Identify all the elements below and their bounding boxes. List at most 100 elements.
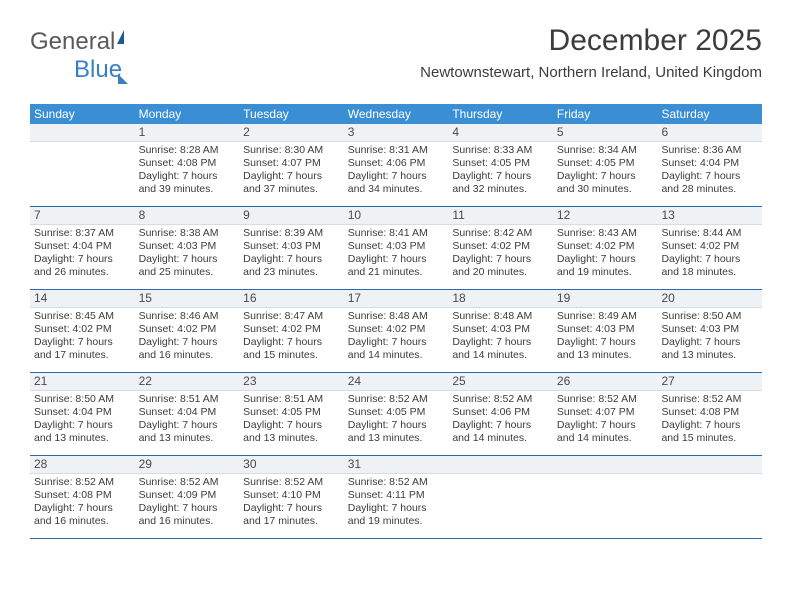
day-detail: Sunrise: 8:52 AMSunset: 4:10 PMDaylight:… <box>239 474 344 535</box>
sunset: Sunset: 4:02 PM <box>34 323 131 336</box>
sunset: Sunset: 4:04 PM <box>34 240 131 253</box>
day-number: 16 <box>239 290 344 308</box>
daylight: Daylight: 7 hours and 23 minutes. <box>243 253 340 279</box>
day-cell: 2Sunrise: 8:30 AMSunset: 4:07 PMDaylight… <box>239 124 344 206</box>
sunset: Sunset: 4:08 PM <box>139 157 236 170</box>
sunset: Sunset: 4:05 PM <box>452 157 549 170</box>
daylight: Daylight: 7 hours and 16 minutes. <box>34 502 131 528</box>
day-number: 27 <box>657 373 762 391</box>
day-detail: Sunrise: 8:44 AMSunset: 4:02 PMDaylight:… <box>657 225 762 286</box>
sunset: Sunset: 4:02 PM <box>348 323 445 336</box>
sunset: Sunset: 4:02 PM <box>452 240 549 253</box>
sunset: Sunset: 4:10 PM <box>243 489 340 502</box>
day-cell: 14Sunrise: 8:45 AMSunset: 4:02 PMDayligh… <box>30 290 135 372</box>
day-number: 7 <box>30 207 135 225</box>
sunrise: Sunrise: 8:52 AM <box>661 393 758 406</box>
day-cell: 28 Sunrise: 8:52 AMSunset: 4:08 PMDayligh… <box>30 456 135 538</box>
daylight: Daylight: 7 hours and 15 minutes. <box>243 336 340 362</box>
sunset: Sunset: 4:08 PM <box>34 489 131 502</box>
sunrise: Sunrise: 8:52 AM <box>34 476 131 489</box>
day-number: 17 <box>344 290 449 308</box>
sunset: Sunset: 4:11 PM <box>348 489 445 502</box>
sunset: Sunset: 4:03 PM <box>661 323 758 336</box>
sunrise: Sunrise: 8:50 AM <box>661 310 758 323</box>
day-cell: 22Sunrise: 8:51 AMSunset: 4:04 PMDayligh… <box>135 373 240 455</box>
day-detail: Sunrise: 8:30 AMSunset: 4:07 PMDaylight:… <box>239 142 344 203</box>
calendar: Sunday Monday Tuesday Wednesday Thursday… <box>30 104 762 539</box>
sunrise: Sunrise: 8:44 AM <box>661 227 758 240</box>
day-cell: 10Sunrise: 8:41 AMSunset: 4:03 PMDayligh… <box>344 207 449 289</box>
day-number <box>657 456 762 474</box>
sunset: Sunset: 4:09 PM <box>139 489 236 502</box>
day-cell: 1Sunrise: 8:28 AMSunset: 4:08 PMDaylight… <box>135 124 240 206</box>
day-detail: Sunrise: 8:47 AMSunset: 4:02 PMDaylight:… <box>239 308 344 369</box>
week-row: 1Sunrise: 8:28 AMSunset: 4:08 PMDaylight… <box>30 124 762 207</box>
day-cell: 18Sunrise: 8:48 AMSunset: 4:03 PMDayligh… <box>448 290 553 372</box>
day-number: 28 <box>30 456 135 474</box>
day-detail: Sunrise: 8:39 AMSunset: 4:03 PMDaylight:… <box>239 225 344 286</box>
daylight: Daylight: 7 hours and 17 minutes. <box>34 336 131 362</box>
daylight: Daylight: 7 hours and 13 minutes. <box>557 336 654 362</box>
location: Newtownstewart, Northern Ireland, United… <box>420 64 762 81</box>
day-number: 23 <box>239 373 344 391</box>
day-detail: Sunrise: 8:52 AMSunset: 4:07 PMDaylight:… <box>553 391 658 452</box>
day-detail: Sunrise: 8:52 AMSunset: 4:09 PMDaylight:… <box>135 474 240 535</box>
sunset: Sunset: 4:06 PM <box>452 406 549 419</box>
day-number: 13 <box>657 207 762 225</box>
day-number: 26 <box>553 373 658 391</box>
day-detail: Sunrise: 8:52 AMSunset: 4:06 PMDaylight:… <box>448 391 553 452</box>
day-detail: Sunrise: 8:42 AMSunset: 4:02 PMDaylight:… <box>448 225 553 286</box>
sunset: Sunset: 4:05 PM <box>557 157 654 170</box>
month-title: December 2025 <box>420 24 762 58</box>
sunset: Sunset: 4:02 PM <box>661 240 758 253</box>
day-cell <box>553 456 658 538</box>
day-detail: Sunrise: 8:50 AMSunset: 4:04 PMDaylight:… <box>30 391 135 452</box>
day-detail: Sunrise: 8:52 AMSunset: 4:08 PMDaylight:… <box>657 391 762 452</box>
sunrise: Sunrise: 8:52 AM <box>452 393 549 406</box>
day-header: Monday <box>135 104 240 124</box>
sunrise: Sunrise: 8:30 AM <box>243 144 340 157</box>
daylight: Daylight: 7 hours and 16 minutes. <box>139 502 236 528</box>
day-detail: Sunrise: 8:43 AMSunset: 4:02 PMDaylight:… <box>553 225 658 286</box>
day-cell: 13Sunrise: 8:44 AMSunset: 4:02 PMDayligh… <box>657 207 762 289</box>
logo-text-2: Blue <box>74 56 122 83</box>
daylight: Daylight: 7 hours and 17 minutes. <box>243 502 340 528</box>
sunrise: Sunrise: 8:41 AM <box>348 227 445 240</box>
daylight: Daylight: 7 hours and 14 minutes. <box>452 336 549 362</box>
day-detail: Sunrise: 8:48 AMSunset: 4:02 PMDaylight:… <box>344 308 449 369</box>
sunrise: Sunrise: 8:42 AM <box>452 227 549 240</box>
sunrise: Sunrise: 8:34 AM <box>557 144 654 157</box>
day-cell: 31Sunrise: 8:52 AMSunset: 4:11 PMDayligh… <box>344 456 449 538</box>
sunrise: Sunrise: 8:50 AM <box>34 393 131 406</box>
sunset: Sunset: 4:05 PM <box>348 406 445 419</box>
day-number: 11 <box>448 207 553 225</box>
day-cell: 29Sunrise: 8:52 AMSunset: 4:09 PMDayligh… <box>135 456 240 538</box>
sunset: Sunset: 4:05 PM <box>243 406 340 419</box>
day-detail: Sunrise: 8:51 AMSunset: 4:05 PMDaylight:… <box>239 391 344 452</box>
sunrise: Sunrise: 8:37 AM <box>34 227 131 240</box>
sunrise: Sunrise: 8:28 AM <box>139 144 236 157</box>
day-detail: Sunrise: 8:52 AMSunset: 4:11 PMDaylight:… <box>344 474 449 535</box>
day-number: 5 <box>553 124 658 142</box>
day-detail: Sunrise: 8:31 AMSunset: 4:06 PMDaylight:… <box>344 142 449 203</box>
daylight: Daylight: 7 hours and 14 minutes. <box>557 419 654 445</box>
daylight: Daylight: 7 hours and 19 minutes. <box>348 502 445 528</box>
day-number: 29 <box>135 456 240 474</box>
day-number: 9 <box>239 207 344 225</box>
sunrise: Sunrise: 8:52 AM <box>348 393 445 406</box>
sunset: Sunset: 4:06 PM <box>348 157 445 170</box>
sunrise: Sunrise: 8:51 AM <box>243 393 340 406</box>
sunrise: Sunrise: 8:48 AM <box>348 310 445 323</box>
sunrise: Sunrise: 8:48 AM <box>452 310 549 323</box>
sunset: Sunset: 4:03 PM <box>243 240 340 253</box>
day-cell: 27Sunrise: 8:52 AMSunset: 4:08 PMDayligh… <box>657 373 762 455</box>
day-cell: 30Sunrise: 8:52 AMSunset: 4:10 PMDayligh… <box>239 456 344 538</box>
sunrise: Sunrise: 8:52 AM <box>243 476 340 489</box>
sunrise: Sunrise: 8:46 AM <box>139 310 236 323</box>
day-detail: Sunrise: 8:51 AMSunset: 4:04 PMDaylight:… <box>135 391 240 452</box>
day-number: 25 <box>448 373 553 391</box>
day-number: 30 <box>239 456 344 474</box>
sunrise: Sunrise: 8:52 AM <box>139 476 236 489</box>
day-number: 1 <box>135 124 240 142</box>
daylight: Daylight: 7 hours and 14 minutes. <box>348 336 445 362</box>
